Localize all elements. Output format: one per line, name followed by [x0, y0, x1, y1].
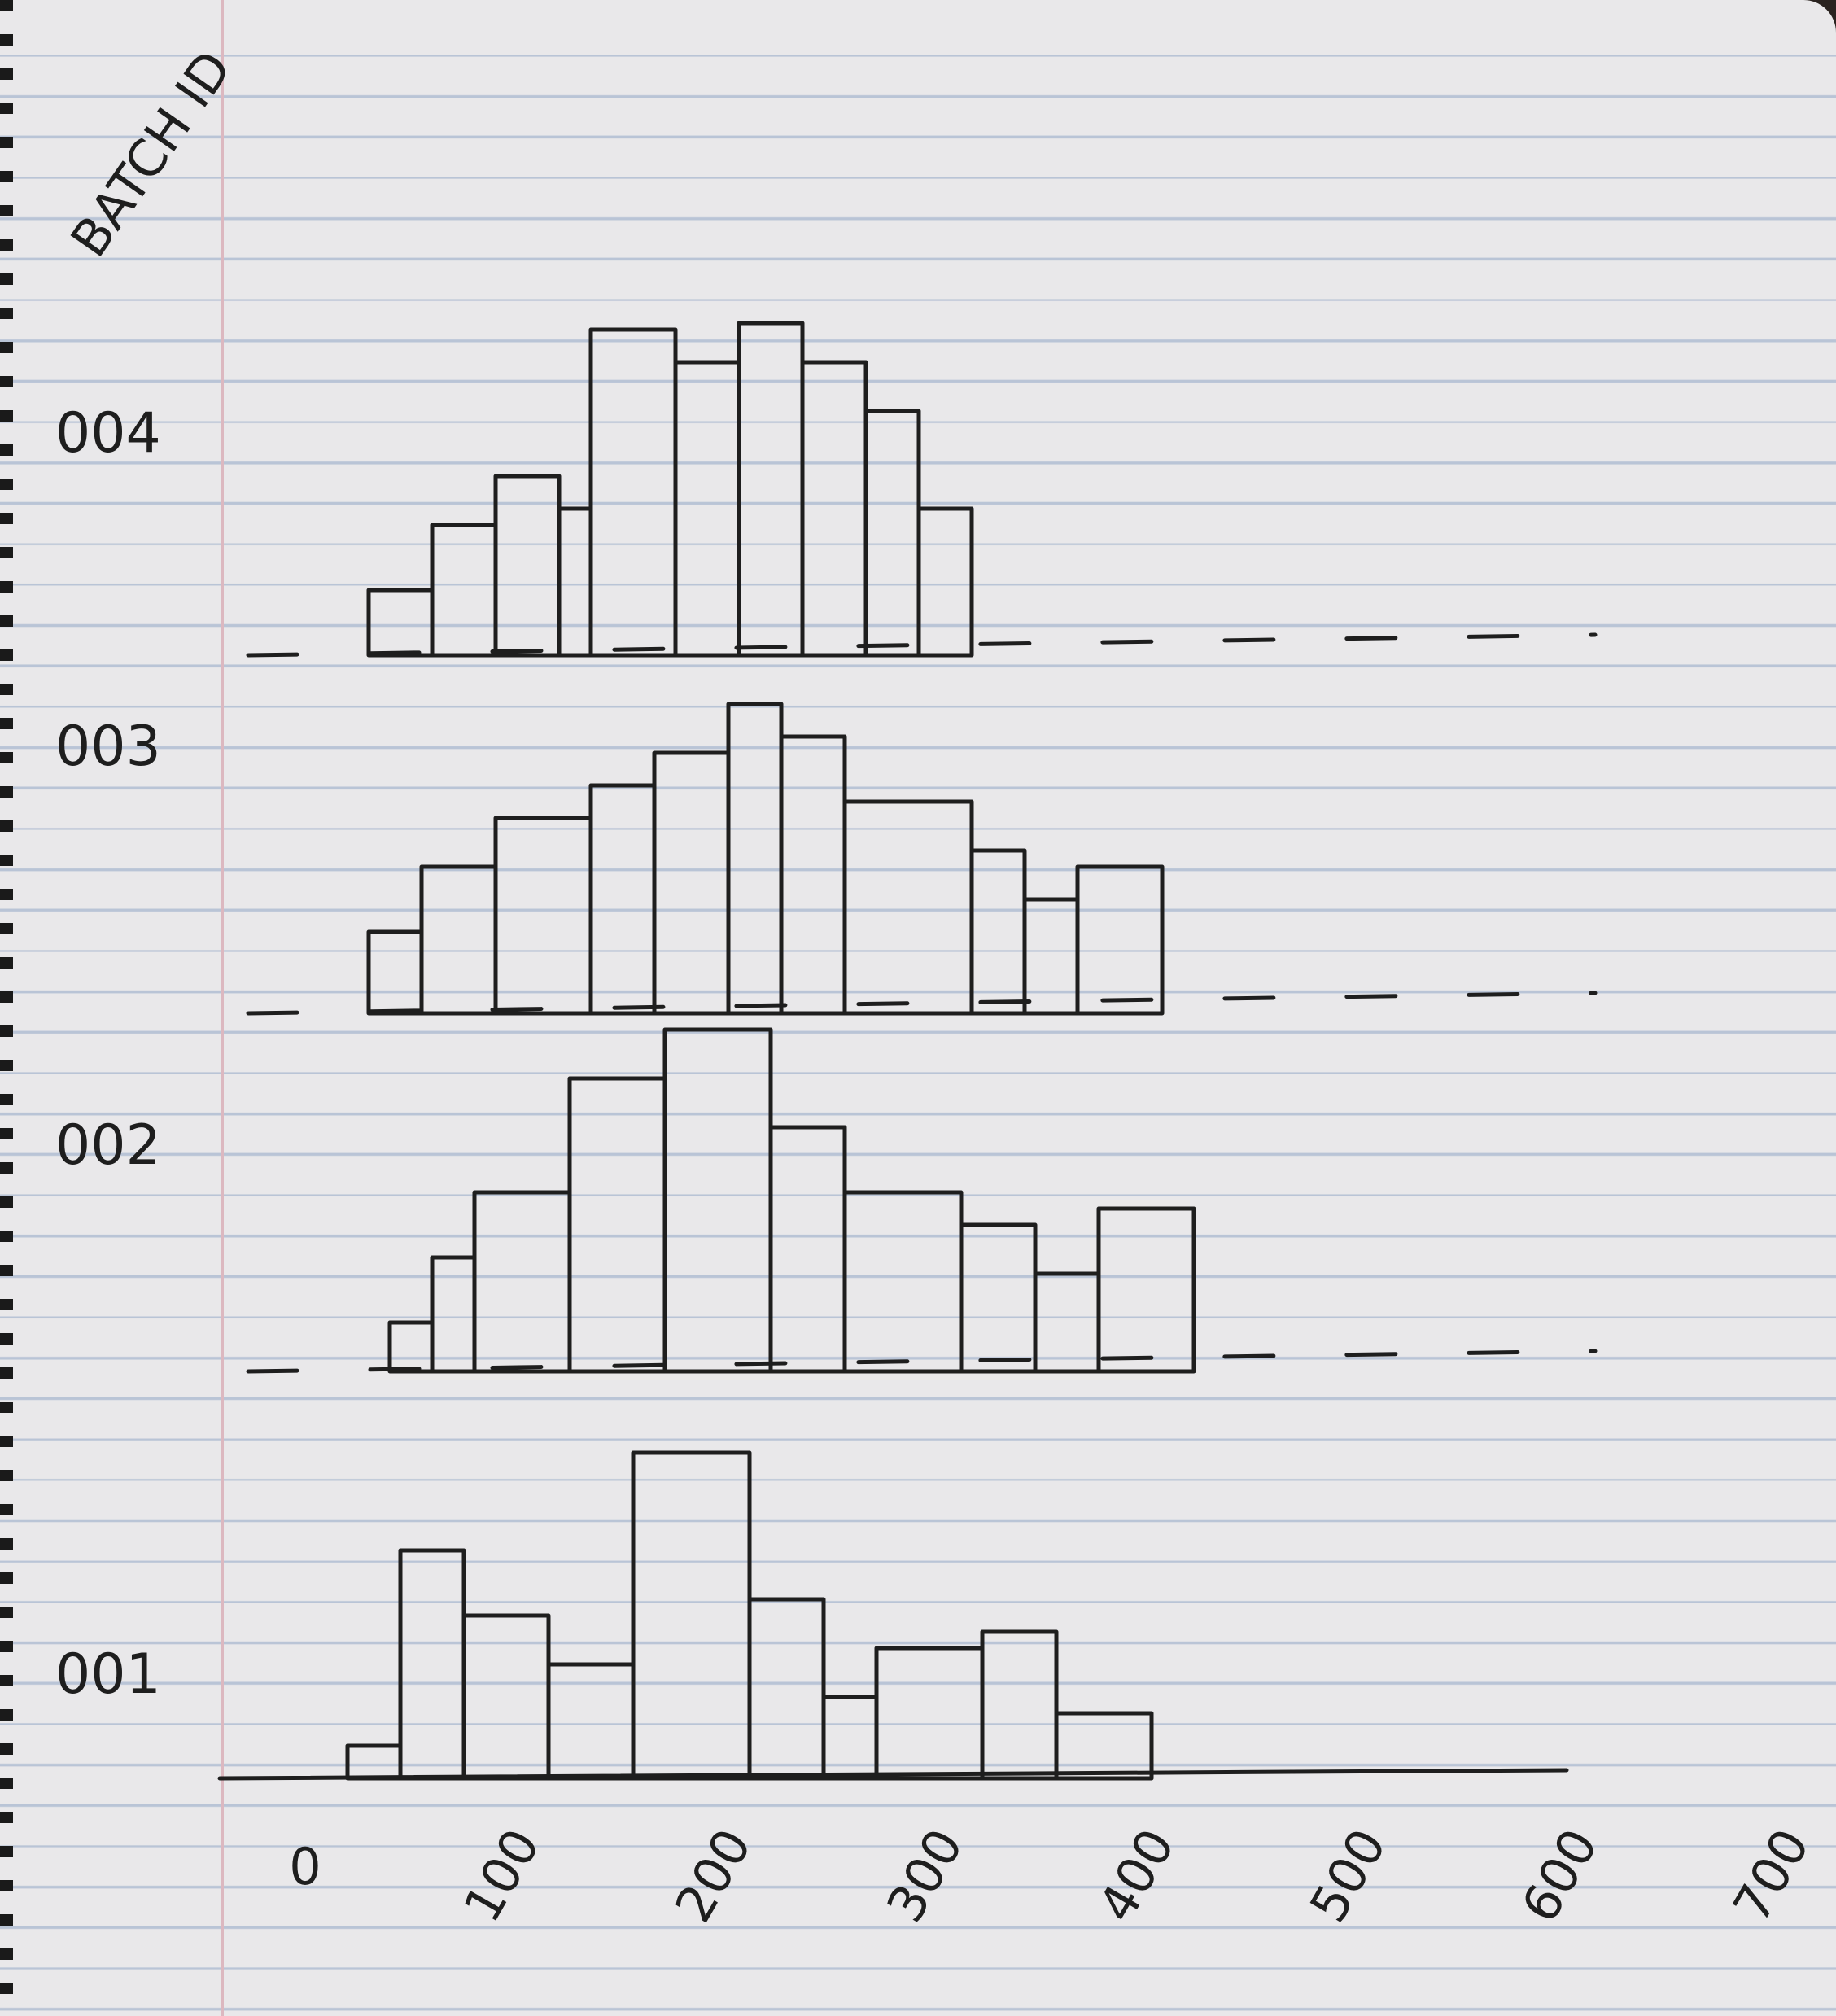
series-label: 002: [55, 1113, 161, 1178]
histogram-bar: [345, 1743, 403, 1781]
series-label: 004: [55, 401, 161, 466]
x-tick-label: 100: [452, 1819, 551, 1932]
series-003: 003: [55, 702, 1598, 1016]
series-baseline: [246, 1349, 1598, 1374]
series-baseline: [246, 991, 1598, 1016]
series-baseline: [217, 1768, 1569, 1781]
histogram-bar: [969, 848, 1027, 1016]
histogram-bar: [557, 506, 593, 658]
histogram-bar: [567, 1076, 667, 1374]
x-tick-label: 500: [1298, 1819, 1397, 1932]
x-tick-label: 200: [663, 1819, 763, 1932]
axis-title: BATCH ID: [59, 40, 243, 267]
histogram-bar: [673, 360, 741, 658]
histogram-bar: [461, 1613, 551, 1781]
histogram-bar: [366, 929, 424, 1016]
histogram-bar: [1075, 864, 1165, 1016]
histogram-bar: [1054, 1711, 1154, 1781]
x-tick-label: 300: [875, 1819, 974, 1932]
histogram-bar: [493, 816, 593, 1016]
x-tick-label: 400: [1086, 1819, 1186, 1932]
x-tick-label: 0: [289, 1837, 321, 1896]
histogram-bar: [842, 1190, 964, 1374]
histogram-bar: [800, 360, 868, 658]
series-004: 004: [55, 321, 1598, 658]
histogram-bar: [366, 588, 435, 658]
histogram-bar: [779, 734, 847, 1016]
histogram-bar: [863, 409, 921, 658]
histogram-bar: [631, 1450, 752, 1781]
histogram-bar: [980, 1629, 1059, 1781]
histogram-bar: [493, 474, 562, 658]
histogram-bar: [1033, 1271, 1101, 1374]
series-label: 001: [55, 1642, 161, 1707]
histogram-bar: [842, 799, 974, 1016]
series-001: 001: [55, 1450, 1569, 1781]
spiral-binding: [0, 0, 13, 2016]
series-002: 002: [55, 1027, 1598, 1374]
series-baseline: [246, 632, 1598, 658]
histogram-bar: [747, 1597, 826, 1781]
histogram-bar: [959, 1222, 1038, 1374]
histogram-bar: [726, 702, 784, 1016]
histogram-bar: [419, 864, 498, 1016]
histogram-bar: [737, 321, 805, 658]
histogram-bar: [588, 327, 678, 658]
margin-line: [221, 0, 224, 2016]
histogram-bar: [821, 1695, 879, 1781]
histogram-bar: [546, 1662, 636, 1781]
series-label: 003: [55, 715, 161, 779]
histogram-bar: [652, 750, 731, 1016]
histogram-bar: [387, 1320, 435, 1374]
histogram-bar: [430, 1255, 477, 1374]
histogram-bar: [588, 783, 657, 1016]
histogram-bar: [472, 1190, 572, 1374]
histogram-bar: [430, 523, 498, 658]
x-tick-label: 600: [1510, 1819, 1609, 1932]
histogram-bar: [768, 1125, 847, 1374]
histogram-bar: [662, 1027, 773, 1374]
x-tick-label: 700: [1721, 1819, 1821, 1932]
histogram-bar: [874, 1646, 985, 1781]
histogram-bar: [1022, 897, 1080, 1016]
histogram-bar: [398, 1548, 466, 1781]
histogram-bar: [916, 506, 974, 658]
histogram-bar: [1096, 1206, 1196, 1374]
